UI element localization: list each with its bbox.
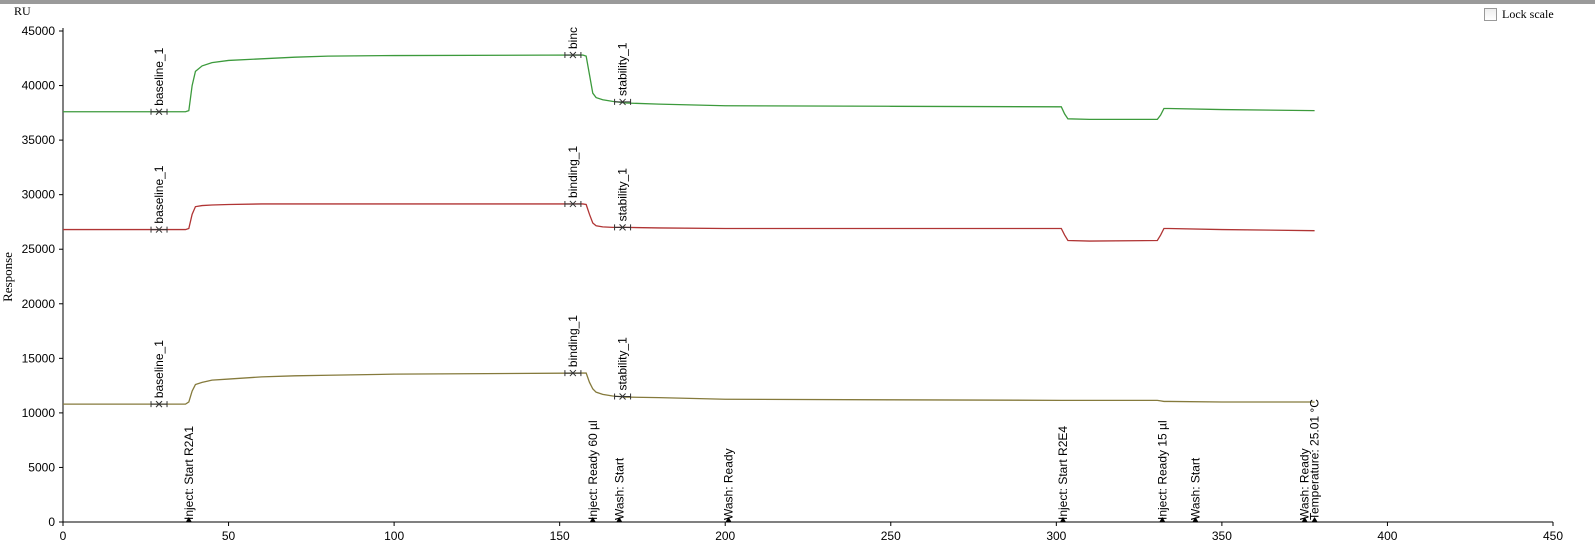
- event-label: Wash: Start: [612, 457, 626, 520]
- event-label: Wash: Ready: [722, 448, 736, 520]
- event-marker: [1311, 517, 1318, 522]
- marker-cross: [564, 200, 582, 208]
- series-line: [63, 54, 1315, 121]
- x-tick-label: 450: [1543, 529, 1563, 543]
- marker-cross: [150, 400, 168, 408]
- lock-scale-checkbox[interactable]: Lock scale: [1484, 7, 1554, 22]
- event-marker: [589, 517, 596, 522]
- marker-label: binding_1: [566, 315, 580, 367]
- event-label: Wash: Start: [1188, 457, 1202, 520]
- marker-cross: [150, 108, 168, 116]
- checkbox[interactable]: [1484, 8, 1497, 21]
- y-tick-label: 25000: [22, 242, 56, 256]
- event-marker: [1192, 517, 1199, 522]
- x-tick-label: 0: [60, 529, 67, 543]
- series-line: [63, 372, 1315, 405]
- event-marker: [725, 517, 732, 522]
- y-axis-label: Response: [0, 252, 15, 302]
- marker-label: stability_1: [616, 168, 630, 222]
- event-label: Inject: Start R2A1: [182, 426, 196, 520]
- marker-cross: [564, 51, 582, 59]
- y-unit: RU: [14, 4, 31, 18]
- marker-label: binding_1: [566, 146, 580, 198]
- x-tick-label: 400: [1377, 529, 1397, 543]
- y-tick-label: 45000: [22, 24, 56, 38]
- y-tick-label: 40000: [22, 79, 56, 93]
- checkbox-label: Lock scale: [1502, 7, 1554, 21]
- marker-label: binc: [566, 27, 580, 49]
- series-line: [63, 203, 1315, 242]
- event-marker: [1059, 517, 1066, 522]
- x-tick-label: 200: [715, 529, 735, 543]
- marker-label: stability_1: [616, 337, 630, 391]
- marker-cross: [614, 224, 632, 231]
- marker-label: baseline_1: [152, 340, 166, 398]
- x-tick-label: 100: [384, 529, 404, 543]
- marker-cross: [614, 393, 632, 400]
- marker-cross: [150, 226, 168, 233]
- event-label: Wash: Ready: [1298, 448, 1312, 520]
- y-tick-label: 15000: [22, 351, 56, 365]
- y-tick-label: 0: [48, 515, 55, 529]
- marker-cross: [614, 98, 632, 106]
- event-label: Temperature: 25.01 °C: [1308, 399, 1322, 520]
- x-tick-label: 250: [881, 529, 901, 543]
- x-tick-label: 150: [550, 529, 570, 543]
- event-label: Inject: Start R2E4: [1056, 426, 1070, 520]
- event-marker: [616, 517, 623, 522]
- y-tick-label: 30000: [22, 188, 56, 202]
- event-marker: [1159, 517, 1166, 522]
- x-tick-label: 50: [222, 529, 236, 543]
- marker-label: stability_1: [616, 42, 630, 96]
- event-label: Inject: Ready 60 µl: [586, 420, 600, 520]
- marker-label: baseline_1: [152, 47, 166, 105]
- window-border: [0, 0, 1595, 4]
- event-marker: [185, 517, 192, 522]
- event-label: Inject: Ready 15 µl: [1155, 420, 1169, 520]
- y-tick-label: 20000: [22, 297, 56, 311]
- marker-cross: [564, 369, 582, 377]
- y-tick-label: 35000: [22, 133, 56, 147]
- event-marker: [1301, 517, 1308, 522]
- x-tick-label: 350: [1212, 529, 1232, 543]
- x-tick-label: 300: [1046, 529, 1066, 543]
- y-tick-label: 10000: [22, 406, 56, 420]
- y-tick-label: 5000: [28, 460, 55, 474]
- marker-label: baseline_1: [152, 165, 166, 223]
